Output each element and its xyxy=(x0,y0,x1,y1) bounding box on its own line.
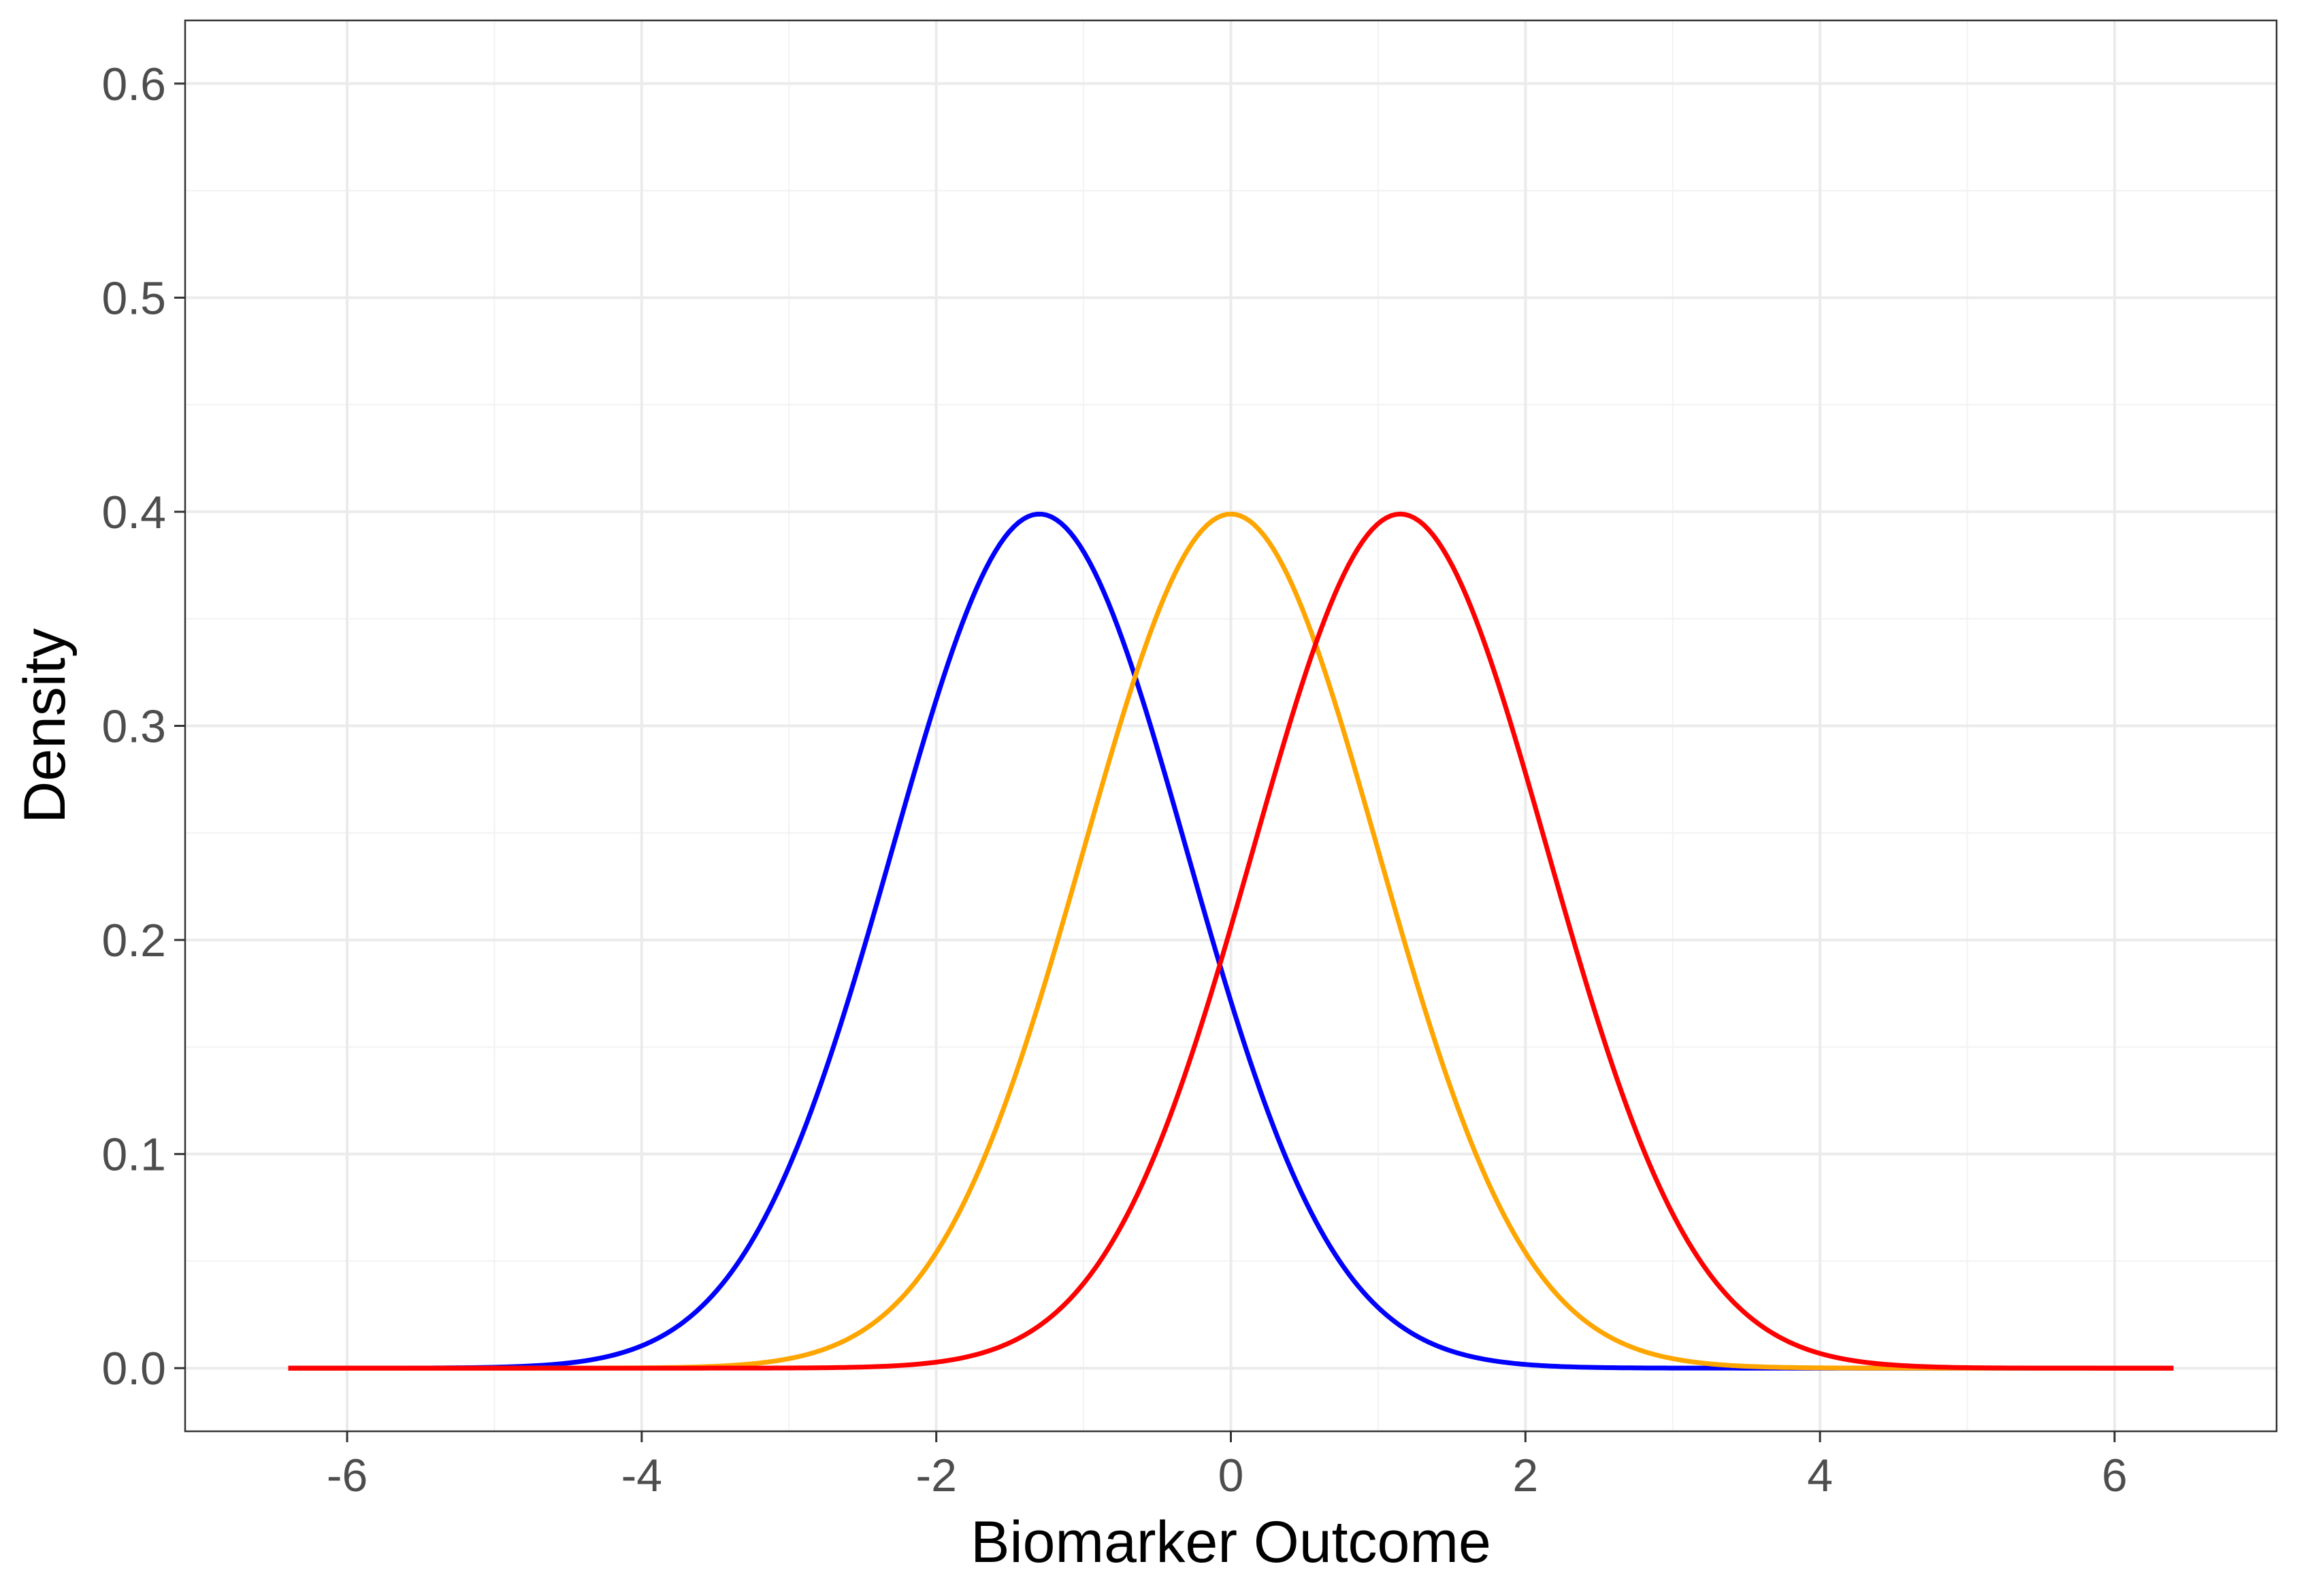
x-tick-label: -2 xyxy=(915,1450,956,1501)
density-curve-3 xyxy=(288,511,2174,1371)
x-axis-title: Biomarker Outcome xyxy=(971,1510,1491,1575)
x-tick-label: 0 xyxy=(1218,1450,1244,1501)
y-tick-label: 0.1 xyxy=(101,1129,166,1181)
y-axis-title: Density xyxy=(12,628,78,824)
y-tick-label: 0.5 xyxy=(101,272,166,324)
x-axis-ticks: -6 -4 -2 0 2 4 6 xyxy=(327,1431,2128,1501)
y-tick-label: 0.6 xyxy=(101,59,166,110)
x-tick-label: -6 xyxy=(327,1450,368,1501)
y-tick-label: 0.0 xyxy=(101,1343,166,1395)
x-tick-label: 2 xyxy=(1512,1450,1538,1501)
y-tick-label: 0.2 xyxy=(101,915,166,966)
series-layer xyxy=(288,511,2174,1371)
y-tick-label: 0.4 xyxy=(101,487,166,538)
y-tick-label: 0.3 xyxy=(101,701,166,753)
y-axis-ticks: 0.0 0.1 0.2 0.3 0.4 0.5 0.6 xyxy=(101,59,185,1395)
major-gridlines xyxy=(185,20,2277,1431)
x-tick-label: 6 xyxy=(2102,1450,2128,1501)
x-tick-label: -4 xyxy=(621,1450,662,1501)
x-tick-label: 4 xyxy=(1807,1450,1833,1501)
